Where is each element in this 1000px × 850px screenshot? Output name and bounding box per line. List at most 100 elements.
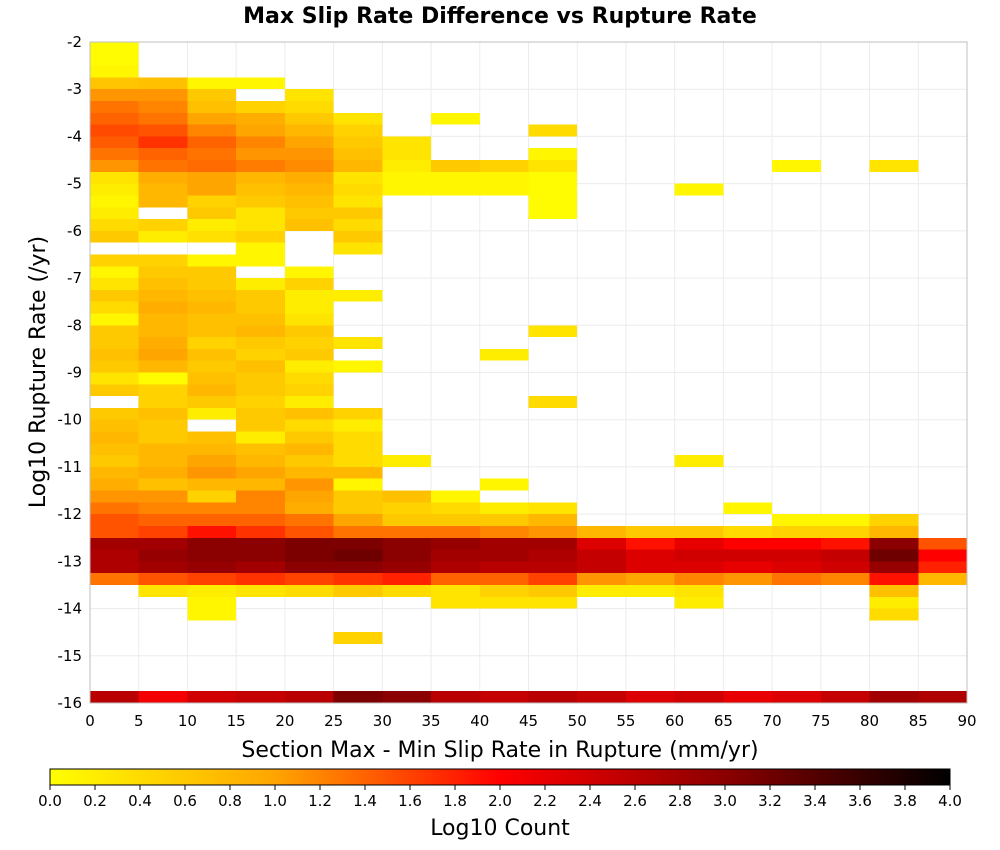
heatmap-cell <box>674 455 724 467</box>
heatmap-cell <box>284 419 334 432</box>
heatmap-cell <box>674 537 724 550</box>
x-tick-label: 0 <box>85 712 95 730</box>
heatmap-cell <box>284 112 334 125</box>
heatmap-cell <box>772 561 821 574</box>
plot-border <box>89 41 968 704</box>
x-tick-label: 40 <box>470 712 489 730</box>
heatmap-cell <box>236 171 285 184</box>
heatmap-cell <box>187 230 237 243</box>
heatmap-cell <box>333 207 383 220</box>
heatmap-cell <box>869 573 919 585</box>
heatmap-cell <box>90 419 139 432</box>
heatmap-cell <box>382 148 432 161</box>
colorbar-tick-label: 0.8 <box>218 792 242 810</box>
heatmap-cell <box>625 691 675 703</box>
heatmap-cell <box>236 360 285 373</box>
heatmap-cell <box>333 525 383 538</box>
colorbar-tick-label: 3.2 <box>758 792 782 810</box>
x-tick-label: 50 <box>568 712 587 730</box>
heatmap-cell <box>138 443 188 456</box>
x-tick-label: 30 <box>373 712 392 730</box>
heatmap-cell <box>674 561 724 574</box>
heatmap-cell <box>723 525 773 538</box>
heatmap-cell <box>820 691 870 703</box>
heatmap-cell <box>90 384 139 397</box>
heatmap-cell <box>187 466 237 479</box>
heatmap-cell <box>528 160 578 172</box>
heatmap-cell <box>90 219 139 231</box>
heatmap-cell <box>187 101 237 113</box>
heatmap-cell <box>236 584 285 597</box>
heatmap-cell <box>236 384 285 397</box>
x-tick-label: 5 <box>134 712 144 730</box>
heatmap-cell <box>820 514 870 526</box>
heatmap-cell <box>90 407 139 420</box>
heatmap-cell <box>90 348 139 361</box>
heatmap-cell <box>187 372 237 385</box>
heatmap-cell <box>90 112 139 125</box>
heatmap-cell <box>236 407 285 420</box>
heatmap-cell <box>333 148 383 161</box>
heatmap-cell <box>333 691 383 703</box>
heatmap-cell <box>236 112 285 125</box>
heatmap-cell <box>90 171 139 184</box>
heatmap-cell <box>284 160 334 172</box>
heatmap-cell <box>918 691 967 703</box>
heatmap-cell <box>869 514 919 526</box>
heatmap-cell <box>479 514 529 526</box>
heatmap-cell <box>90 466 139 479</box>
heatmap-cell <box>236 325 285 338</box>
heatmap-cell <box>431 490 480 503</box>
heatmap-cell <box>90 148 139 161</box>
heatmap-cell <box>431 537 480 550</box>
heatmap-cell <box>236 301 285 314</box>
y-tick-label: -8 <box>67 316 82 334</box>
heatmap-cell <box>528 596 578 609</box>
heatmap-cell <box>333 195 383 208</box>
heatmap-cell <box>187 148 237 161</box>
heatmap-cell <box>138 254 188 267</box>
heatmap-cell <box>333 242 383 255</box>
heatmap-cell <box>284 691 334 703</box>
heatmap-cell <box>187 596 237 609</box>
heatmap-cell <box>284 478 334 491</box>
heatmap-cell <box>528 537 578 550</box>
heatmap-cell <box>284 431 334 444</box>
heatmap-cell <box>187 478 237 491</box>
x-tick-label: 85 <box>909 712 928 730</box>
heatmap-cell <box>236 337 285 349</box>
heatmap-cell <box>187 325 237 338</box>
heatmap-cell <box>431 691 480 703</box>
heatmap-cell <box>187 431 237 444</box>
heatmap-cell <box>236 549 285 562</box>
heatmap-cell <box>90 195 139 208</box>
heatmap-cell <box>382 455 432 467</box>
colorbar-tick-label: 2.2 <box>533 792 557 810</box>
heatmap-cell <box>187 195 237 208</box>
heatmap-cell <box>236 537 285 550</box>
heatmap-cell <box>333 455 383 467</box>
heatmap-cell <box>236 691 285 703</box>
heatmap-cell <box>431 561 480 574</box>
heatmap-cell <box>918 549 967 562</box>
heatmap-cell <box>138 337 188 349</box>
heatmap-cell <box>138 549 188 562</box>
heatmap-cell <box>236 207 285 220</box>
heatmap-cell <box>284 584 334 597</box>
heatmap-cell <box>284 266 334 279</box>
heatmap-cell <box>187 525 237 538</box>
heatmap-cell <box>479 584 529 597</box>
colorbar-tick-label: 1.8 <box>443 792 467 810</box>
heatmap-cell <box>138 407 188 420</box>
x-tick-label: 15 <box>227 712 246 730</box>
heatmap-cell <box>138 372 188 385</box>
heatmap-cell <box>138 124 188 137</box>
heatmap-cell <box>284 325 334 338</box>
y-tick-label: -5 <box>67 175 82 193</box>
colorbar-tick-label: 2.0 <box>488 792 512 810</box>
heatmap-cell <box>236 313 285 326</box>
heatmap-cell <box>236 136 285 149</box>
heatmap-cell <box>820 573 870 585</box>
heatmap-cell <box>528 691 578 703</box>
heatmap-cell <box>138 573 188 585</box>
